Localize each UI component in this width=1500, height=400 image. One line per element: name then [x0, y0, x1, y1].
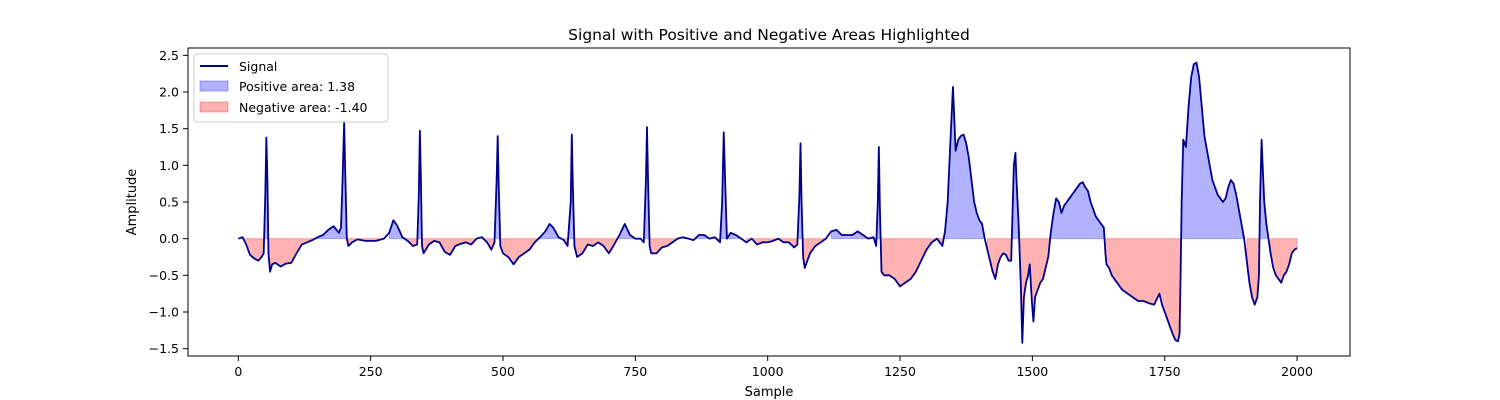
x-tick-label-2000: 2000 [1281, 364, 1313, 379]
negative-area-37 [1018, 238, 1051, 343]
negative-area-33 [880, 238, 945, 287]
positive-area-38 [1049, 181, 1105, 240]
y-tick-label-0: −1.5 [149, 341, 179, 356]
x-tick-label-1250: 1250 [884, 364, 916, 379]
negative-area-3 [267, 238, 316, 272]
legend: Signal Positive area: 1.38 Negative area… [193, 53, 389, 123]
x-tick-label-500: 500 [491, 364, 515, 379]
y-tick-label-8: 2.5 [159, 48, 179, 63]
y-tick-label-7: 2.0 [159, 85, 179, 100]
x-tick-label-1750: 1750 [1149, 364, 1181, 379]
chart-title: Signal with Positive and Negative Areas … [568, 26, 970, 44]
y-tick-label-6: 1.5 [159, 121, 179, 136]
x-axis: 0 250 500 750 1000 1250 1500 1750 2000 [234, 356, 1313, 379]
legend-swatch-positive [199, 80, 229, 92]
x-tick-label-1500: 1500 [1016, 364, 1048, 379]
y-axis: −1.5 −1.0 −0.5 0.0 0.5 1.0 1.5 2.0 2.5 [149, 48, 188, 356]
x-axis-label: Sample [745, 385, 794, 400]
negative-area-13 [499, 238, 540, 266]
signal-layer [237, 61, 1298, 344]
y-tick-label-2: −0.5 [149, 268, 179, 283]
y-tick-label-1: −1.0 [149, 305, 179, 320]
legend-label-positive: Positive area: 1.38 [239, 79, 355, 94]
y-tick-label-5: 1.0 [159, 158, 179, 173]
x-tick-label-1000: 1000 [752, 364, 784, 379]
legend-swatch-negative [199, 101, 229, 113]
signal-line [237, 61, 1298, 344]
y-tick-label-4: 0.5 [159, 195, 179, 210]
x-tick-label-750: 750 [623, 364, 647, 379]
x-tick-label-0: 0 [234, 364, 242, 379]
x-tick-label-250: 250 [359, 364, 383, 379]
y-tick-label-3: 0.0 [159, 231, 179, 246]
legend-label-signal: Signal [239, 59, 277, 74]
y-axis-label: Amplitude [125, 169, 140, 236]
legend-box [193, 53, 389, 123]
negative-area-9 [421, 238, 478, 256]
legend-label-negative: Negative area: -1.40 [239, 100, 368, 115]
